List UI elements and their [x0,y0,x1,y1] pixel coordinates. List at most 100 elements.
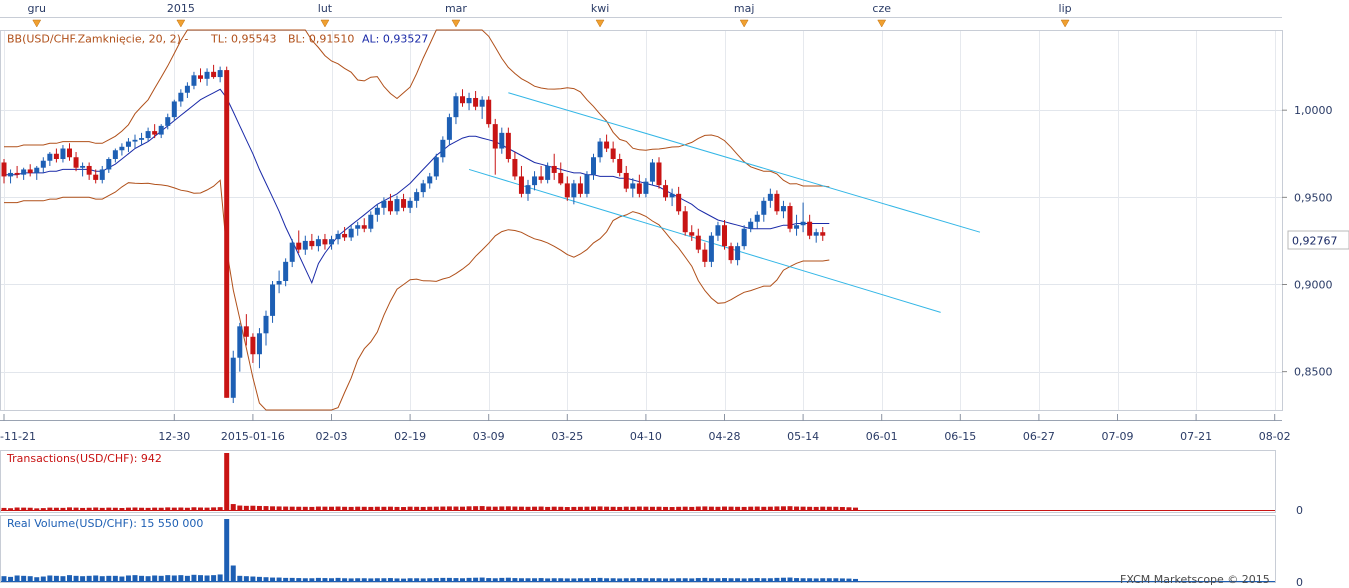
transaction-bar [512,506,518,510]
volume-bar [99,576,105,581]
candle-body [722,225,727,247]
transaction-bar [40,508,46,510]
candle-body [708,235,714,262]
date-tick-label: 03-09 [473,430,505,443]
date-tick-label: 02-19 [394,430,426,443]
volume-bar [689,578,695,581]
candle-body [14,172,20,175]
volume-bar [80,576,86,581]
transaction-bar [211,507,217,510]
date-tick-label: 07-09 [1102,430,1134,443]
volume-bar [453,578,459,581]
volume-bar [21,575,27,581]
transaction-bar [276,506,282,510]
volume-bar [741,578,747,581]
candle-body [381,200,387,208]
volume-bar [826,578,832,581]
transaction-bar [296,506,302,510]
volume-bar [649,578,655,581]
candle-body [86,165,92,175]
transaction-bar [754,506,760,510]
volume-bar [283,577,289,581]
volume-bar [702,577,708,581]
volume-bar [237,575,243,581]
transaction-bar [453,506,459,510]
candle-body [663,185,669,198]
volume-bar [381,578,387,581]
candle-body [348,228,354,238]
volume-bar [158,575,164,581]
transaction-bar [315,506,321,510]
main-grid [1,31,1282,410]
transaction-bar [283,506,289,510]
volume-bar [289,577,295,581]
volume-bar [427,578,433,581]
month-marker-triangle [451,19,461,28]
transaction-bar [355,506,361,510]
transaction-bar [702,506,708,510]
candle-body [289,242,295,262]
transaction-bar [846,507,852,510]
volume-bar [302,578,308,581]
month-label: lip [1059,2,1072,15]
volume-bar [499,577,505,581]
volume-bar [276,577,282,581]
volume-bar [374,578,380,581]
candle-body [361,225,367,229]
candle-body [139,138,145,140]
candle-body [427,176,433,184]
transaction-bar [558,506,564,510]
date-axis: 2014-11-21 12-30 2015-01-16 02-03 02-19 03-09… [0,414,1291,443]
transaction-bar [86,507,92,510]
candle-body [67,148,72,158]
candle-body [460,96,465,104]
bb-upper-line [4,29,830,188]
transaction-bar [53,507,59,510]
volume-bar [217,574,223,581]
date-tick-label: 06-27 [1023,430,1055,443]
candles [1,64,826,404]
volume-axis-zero: 0 [1296,576,1303,588]
candle-body [466,97,472,104]
transactions-bars [1,453,1275,511]
date-tick-label: 04-10 [630,430,662,443]
candle-body [800,221,806,226]
month-label: kwi [591,2,609,15]
volume-bar [735,578,741,581]
volume-bar [682,578,688,581]
volume-bar [132,575,138,581]
candle-body [512,158,518,177]
transaction-bar [21,507,27,510]
transaction-bar [728,506,734,510]
date-tick-label: 06-01 [866,430,898,443]
transaction-bar [243,505,249,510]
volume-bar [394,578,400,581]
candle-body [335,233,341,240]
date-tick-label: 12-30 [158,430,190,443]
volume-bar [754,578,760,581]
candle-body [695,235,701,250]
candle-body [636,183,642,194]
volume-bar [591,578,596,581]
transaction-bar [682,506,688,510]
price-tick-label: 0,9500 [1294,191,1333,204]
trend-channel [468,92,981,313]
volume-bar [525,578,531,581]
transaction-bar [224,453,230,510]
transaction-bar [302,506,308,510]
month-label: lut [318,2,333,15]
candle-body [368,214,374,229]
volume-bar [414,578,420,581]
price-tick-label: 1,0000 [1294,104,1333,117]
volume-bar [512,578,518,581]
candle-body [355,225,361,229]
candle-body [492,124,498,149]
candle-body [499,132,505,149]
volume-bar [34,577,40,581]
transaction-bar [545,506,551,510]
volume-bar [355,578,361,581]
transaction-bar [853,507,858,510]
transaction-bar [748,506,754,510]
volume-bar [125,575,131,581]
